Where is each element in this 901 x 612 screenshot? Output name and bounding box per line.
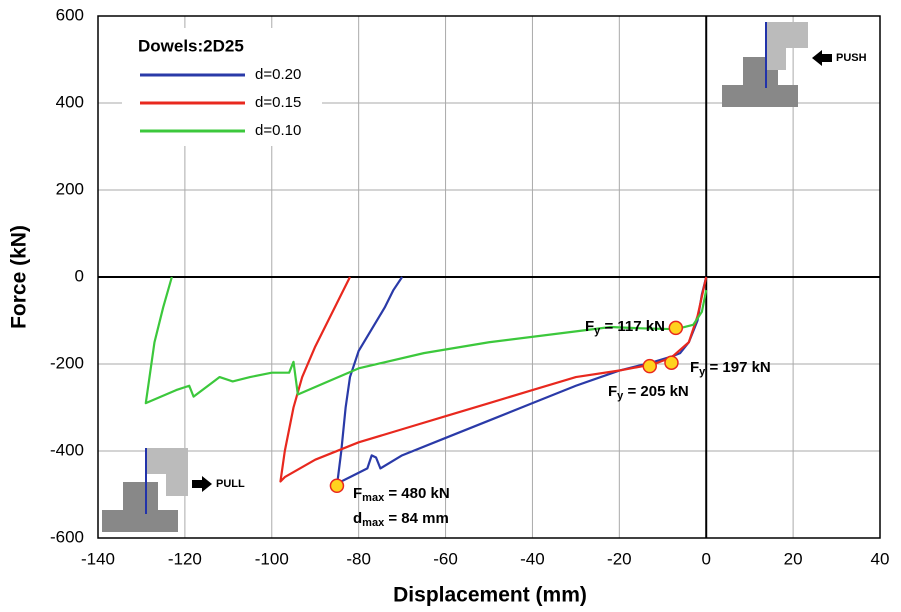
x-tick-label: -40 bbox=[520, 549, 545, 568]
point-marker bbox=[642, 358, 657, 374]
x-tick-label: -120 bbox=[168, 549, 202, 568]
inset-top bbox=[145, 448, 188, 496]
inset-base bbox=[102, 510, 178, 532]
point-marker bbox=[664, 355, 679, 370]
x-tick-label: -60 bbox=[433, 549, 458, 568]
point-annotation: dmax = 84 mm bbox=[353, 510, 449, 529]
annotation-main: F bbox=[585, 318, 594, 335]
y-tick-label: 200 bbox=[56, 179, 84, 198]
y-tick-label: 0 bbox=[75, 266, 84, 285]
annotation-rest: = 197 kN bbox=[705, 359, 770, 376]
annotation-rest: = 117 kN bbox=[600, 318, 665, 335]
y-axis-title: Force (kN) bbox=[8, 225, 31, 329]
annotation-sub: y bbox=[617, 390, 624, 402]
annotation-rest: = 84 mm bbox=[384, 510, 449, 527]
y-tick-label: 400 bbox=[56, 92, 84, 111]
series-line bbox=[144, 276, 708, 405]
annotation-main: F bbox=[608, 383, 617, 400]
annotation-sub: max bbox=[362, 517, 385, 529]
y-tick-label: -400 bbox=[50, 440, 84, 459]
push-inset: PUSH bbox=[722, 22, 867, 107]
x-axis-title: Displacement (mm) bbox=[393, 584, 587, 607]
annotation-main: F bbox=[690, 359, 699, 376]
inset-top bbox=[765, 22, 808, 70]
inset-block bbox=[123, 482, 158, 512]
pull-inset: PULL bbox=[102, 448, 245, 532]
point-annotation: Fmax = 480 kN bbox=[353, 485, 450, 504]
point-marker bbox=[329, 478, 345, 494]
y-tick-label: 600 bbox=[56, 5, 84, 24]
x-tick-label: -20 bbox=[607, 549, 632, 568]
point-marker bbox=[668, 320, 684, 336]
push-arrow bbox=[812, 50, 832, 66]
annotation-main: F bbox=[353, 485, 362, 502]
x-tick-label: 20 bbox=[784, 549, 803, 568]
y-tick-label: -200 bbox=[50, 353, 84, 372]
point-annotation: Fy = 197 kN bbox=[690, 359, 771, 378]
annotation-sub: max bbox=[362, 492, 385, 504]
x-tick-label: -100 bbox=[255, 549, 289, 568]
x-tick-label: 40 bbox=[871, 549, 890, 568]
inset-label: PUSH bbox=[836, 52, 867, 64]
legend-label: d=0.20 bbox=[255, 66, 301, 83]
annotation-rest: = 205 kN bbox=[623, 383, 688, 400]
annotation-main: d bbox=[353, 510, 362, 527]
legend-title: Dowels:2D25 bbox=[138, 36, 244, 55]
annotation-sub: y bbox=[594, 325, 601, 337]
series-line bbox=[335, 276, 708, 487]
legend-label: d=0.15 bbox=[255, 94, 301, 111]
annotation-sub: y bbox=[699, 366, 706, 378]
inset-base bbox=[722, 85, 798, 107]
series-line bbox=[279, 276, 708, 483]
x-tick-label: 0 bbox=[701, 549, 710, 568]
legend-label: d=0.10 bbox=[255, 122, 301, 139]
inset-label: PULL bbox=[216, 478, 245, 490]
point-annotation: Fy = 205 kN bbox=[608, 383, 689, 402]
x-tick-label: -140 bbox=[81, 549, 115, 568]
legend-box bbox=[122, 28, 322, 146]
point-annotation: Fy = 117 kN bbox=[585, 318, 665, 337]
x-tick-label: -80 bbox=[346, 549, 371, 568]
pull-arrow bbox=[192, 476, 212, 492]
y-tick-label: -600 bbox=[50, 527, 84, 546]
annotation-rest: = 480 kN bbox=[384, 485, 449, 502]
